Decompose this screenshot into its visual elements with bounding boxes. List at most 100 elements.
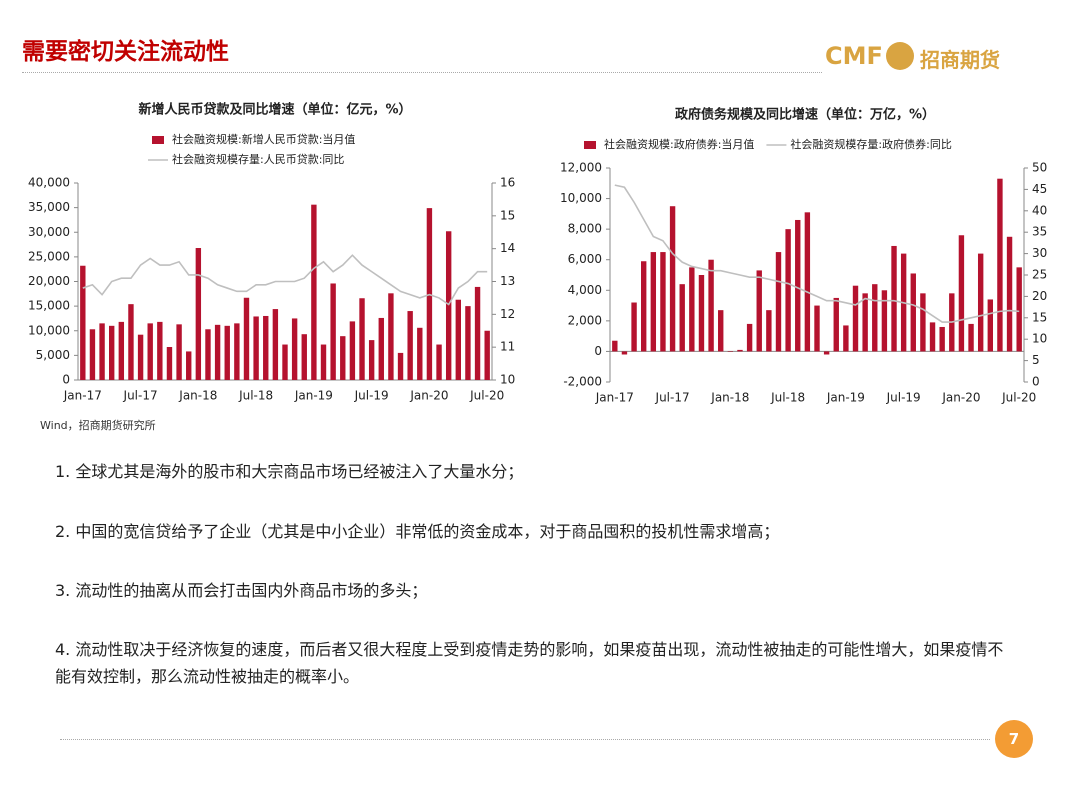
bar [958, 235, 965, 352]
bar [118, 321, 125, 380]
bar [814, 305, 820, 352]
bar [176, 324, 182, 380]
bullet: 3. 流动性的抽离从而会打击国内外商品市场的多头； [55, 581, 428, 600]
charts: 新增人民币贷款及同比增速（单位：亿元，%） 0 5,000 10,000 15,000 2… [28, 102, 1047, 405]
legend-label: 社会融资规模:政府债券:当月值 [604, 137, 754, 151]
bar [843, 325, 849, 352]
bar [455, 299, 461, 380]
bar [445, 231, 452, 380]
x-tick-label: Jan-19 [826, 391, 865, 405]
bar [484, 330, 490, 380]
bar [253, 316, 259, 380]
y-tick-label: 10,000 [560, 191, 602, 205]
y2-tick-label: 30 [1032, 246, 1047, 260]
bar [1006, 236, 1013, 352]
bar [359, 298, 365, 380]
x-tick-label: Jul-17 [655, 391, 690, 405]
bar [660, 252, 666, 352]
x-tick-label: Jan-19 [294, 389, 333, 403]
source: Wind，招商期货研究所 [40, 419, 156, 432]
bar [234, 323, 240, 380]
bar [891, 245, 897, 352]
bar [99, 323, 105, 380]
y-tick-label: 30,000 [28, 225, 70, 239]
y2-tick-label: 10 [500, 373, 515, 387]
bar [89, 329, 96, 380]
bar [872, 284, 878, 352]
y2-tick-label: 0 [1032, 375, 1040, 389]
bar [708, 259, 714, 352]
y2-tick-label: 5 [1032, 353, 1040, 367]
y-tick-label: 10,000 [28, 323, 70, 337]
bar [804, 212, 811, 352]
y-tick-label: 0 [594, 344, 602, 358]
x-tick-label: Jan-18 [178, 389, 217, 403]
bar [650, 252, 657, 352]
bar [920, 293, 926, 352]
y2-tick-label: 14 [500, 241, 515, 255]
bar [727, 351, 734, 352]
y-tick-label: 12,000 [560, 161, 602, 175]
x-tick-label: Jul-17 [123, 389, 158, 403]
bar [631, 302, 637, 352]
y2-tick-label: 15 [500, 208, 515, 222]
bar [718, 310, 724, 352]
y2-tick-label: 11 [500, 340, 515, 354]
bar [109, 325, 115, 380]
x-tick-label: Jul-18 [238, 389, 273, 403]
x-tick-label: Jul-18 [770, 391, 805, 405]
y2-tick-label: 13 [500, 274, 515, 288]
chart-title: 新增人民币贷款及同比增速（单位：亿元，%） [138, 102, 411, 118]
y2-tick-label: 12 [500, 307, 515, 321]
bar [291, 318, 298, 380]
bar [320, 344, 327, 380]
bullet: 1. 全球尤其是海外的股市和大宗商品市场已经被注入了大量水分； [55, 462, 524, 481]
bar [407, 311, 413, 380]
x-tick-label: Jan-20 [409, 389, 448, 403]
bar [862, 293, 868, 352]
y2-tick-label: 40 [1032, 203, 1047, 217]
bar [474, 286, 481, 380]
bar [737, 349, 743, 352]
bar [368, 340, 375, 380]
bar [157, 321, 163, 380]
x-tick-label: Jul-20 [1001, 391, 1036, 405]
y-tick-label: 40,000 [28, 176, 70, 190]
bar [823, 351, 830, 355]
y-tick-label: 2,000 [568, 313, 602, 327]
x-tick-label: Jul-19 [354, 389, 389, 403]
bar [756, 270, 762, 352]
footer-line [60, 739, 990, 740]
bar [166, 347, 173, 380]
bar [612, 340, 618, 352]
bar [349, 321, 356, 380]
bar [698, 275, 705, 352]
bar [910, 273, 916, 352]
bar [397, 352, 404, 380]
bar [195, 248, 202, 380]
bar [852, 285, 859, 352]
logo-name: 招商期货 [920, 48, 1000, 72]
bar [785, 229, 791, 352]
bar [282, 344, 288, 380]
y2-tick-label: 16 [500, 176, 515, 190]
page-number: 7 [995, 720, 1033, 758]
bar [378, 317, 384, 380]
y2-tick-label: 20 [1032, 289, 1047, 303]
bar [679, 284, 685, 352]
y2-tick-label: 10 [1032, 332, 1047, 346]
line [614, 184, 1020, 323]
bar [795, 219, 801, 352]
x-tick-label: Jan-20 [941, 391, 980, 405]
x-tick-label: Jul-20 [469, 389, 504, 403]
bar [621, 351, 628, 355]
y-tick-label: -2,000 [563, 375, 602, 389]
y-tick-label: 20,000 [28, 274, 70, 288]
x-tick-label: Jan-17 [63, 389, 102, 403]
bar [968, 323, 974, 352]
y-tick-label: 6,000 [568, 252, 602, 266]
y2-tick-label: 45 [1032, 182, 1047, 196]
y2-tick-label: 35 [1032, 225, 1047, 239]
bar [224, 325, 230, 380]
